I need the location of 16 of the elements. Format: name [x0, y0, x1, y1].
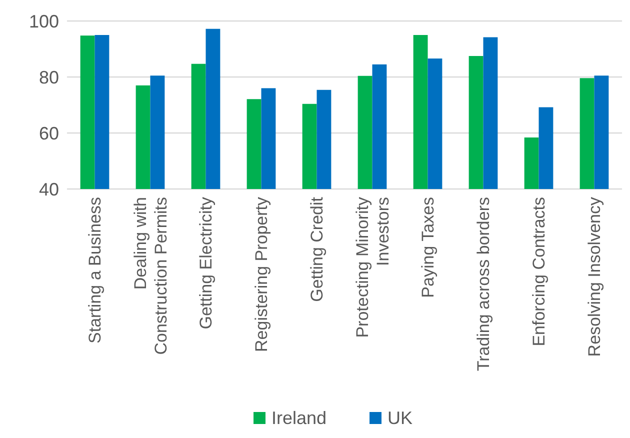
y-tick-label: 100 — [28, 11, 59, 32]
x-tick-label: Registering Property — [252, 196, 272, 352]
x-tick-label: Dealing with Construction Permits — [131, 197, 170, 355]
x-tick-label: Starting a Business — [86, 197, 105, 344]
legend-label: UK — [388, 408, 413, 428]
x-tick-label: Enforcing Contracts — [530, 197, 549, 346]
x-tick-label: Protecting Minority Investors — [353, 196, 392, 338]
y-tick-label: 60 — [38, 123, 59, 144]
y-tick-label: 40 — [38, 179, 59, 200]
x-tick-label: Trading across borders — [474, 197, 494, 372]
x-tick-label: Paying Taxes — [418, 197, 438, 298]
x-tick-label: Getting Electricity — [196, 196, 216, 330]
y-tick-label: 80 — [38, 67, 59, 88]
x-tick-label: Resolving Insolvency — [585, 196, 604, 357]
x-tick-label: Getting Credit — [308, 196, 327, 302]
legend-label: Ireland — [272, 408, 327, 428]
